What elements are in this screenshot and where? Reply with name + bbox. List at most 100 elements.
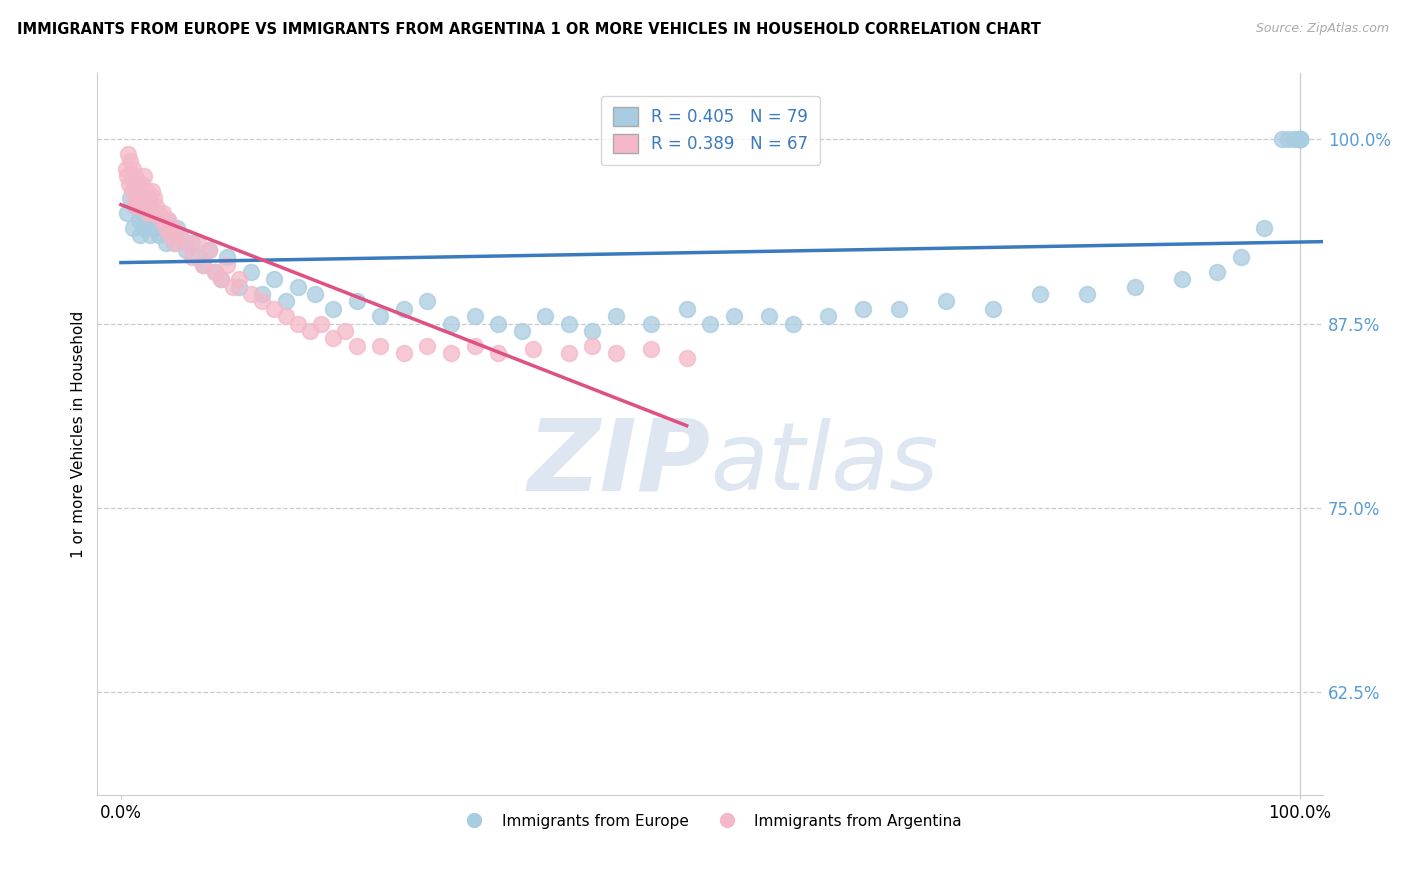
Point	[605, 310, 627, 324]
Point	[209, 272, 232, 286]
Point	[129, 191, 152, 205]
Point	[193, 258, 215, 272]
Text: atlas: atlas	[710, 417, 938, 508]
Point	[124, 199, 146, 213]
Point	[228, 272, 250, 286]
Point	[486, 346, 509, 360]
Point	[1253, 220, 1275, 235]
Point	[852, 301, 875, 316]
Point	[139, 228, 162, 243]
Point	[121, 161, 143, 176]
Point	[346, 339, 368, 353]
Point	[222, 279, 245, 293]
Point	[186, 235, 208, 250]
Legend: Immigrants from Europe, Immigrants from Argentina: Immigrants from Europe, Immigrants from …	[453, 807, 967, 835]
Point	[1029, 287, 1052, 301]
Point	[169, 228, 191, 243]
Point	[117, 147, 139, 161]
Point	[758, 310, 780, 324]
Point	[263, 301, 285, 316]
Point	[304, 287, 326, 301]
Point	[935, 294, 957, 309]
Point	[252, 294, 274, 309]
Text: ZIP: ZIP	[527, 415, 710, 512]
Point	[1282, 132, 1305, 146]
Point	[1229, 250, 1251, 264]
Point	[128, 191, 150, 205]
Point	[186, 250, 208, 264]
Point	[252, 287, 274, 301]
Point	[118, 177, 141, 191]
Point	[132, 191, 155, 205]
Point	[174, 243, 197, 257]
Point	[136, 206, 159, 220]
Point	[174, 235, 197, 250]
Point	[981, 301, 1004, 316]
Point	[125, 199, 148, 213]
Point	[1288, 132, 1310, 146]
Point	[287, 279, 309, 293]
Point	[193, 258, 215, 272]
Point	[155, 235, 177, 250]
Point	[132, 199, 155, 213]
Y-axis label: 1 or more Vehicles in Household: 1 or more Vehicles in Household	[72, 310, 86, 558]
Point	[486, 317, 509, 331]
Point	[1288, 132, 1310, 146]
Point	[416, 294, 439, 309]
Point	[239, 265, 262, 279]
Point	[131, 177, 153, 191]
Point	[150, 220, 173, 235]
Point	[1170, 272, 1192, 286]
Point	[121, 220, 143, 235]
Point	[127, 177, 149, 191]
Point	[198, 243, 221, 257]
Point	[163, 235, 186, 250]
Point	[145, 213, 167, 227]
Point	[142, 191, 165, 205]
Point	[640, 342, 662, 356]
Point	[115, 206, 138, 220]
Point	[152, 206, 174, 220]
Point	[887, 301, 910, 316]
Point	[209, 272, 232, 286]
Point	[534, 310, 557, 324]
Point	[148, 206, 170, 220]
Point	[136, 191, 159, 205]
Point	[346, 294, 368, 309]
Point	[145, 199, 167, 213]
Point	[121, 184, 143, 198]
Point	[675, 351, 697, 365]
Point	[141, 206, 163, 220]
Point	[368, 310, 391, 324]
Point	[298, 324, 321, 338]
Point	[131, 206, 153, 220]
Point	[134, 169, 156, 184]
Point	[150, 213, 173, 227]
Point	[510, 324, 533, 338]
Point	[322, 331, 344, 345]
Point	[120, 191, 142, 205]
Point	[215, 250, 238, 264]
Point	[120, 154, 142, 169]
Point	[581, 324, 603, 338]
Point	[558, 346, 581, 360]
Point	[1206, 265, 1229, 279]
Point	[1277, 132, 1299, 146]
Point	[157, 213, 180, 227]
Point	[1288, 132, 1310, 146]
Point	[1076, 287, 1098, 301]
Point	[463, 310, 485, 324]
Point	[139, 199, 162, 213]
Point	[180, 235, 202, 250]
Point	[440, 317, 463, 331]
Point	[124, 169, 146, 184]
Point	[198, 243, 221, 257]
Point	[165, 235, 187, 250]
Point	[142, 206, 165, 220]
Point	[416, 339, 439, 353]
Point	[134, 220, 156, 235]
Point	[128, 213, 150, 227]
Point	[817, 310, 839, 324]
Point	[675, 301, 697, 316]
Point	[333, 324, 356, 338]
